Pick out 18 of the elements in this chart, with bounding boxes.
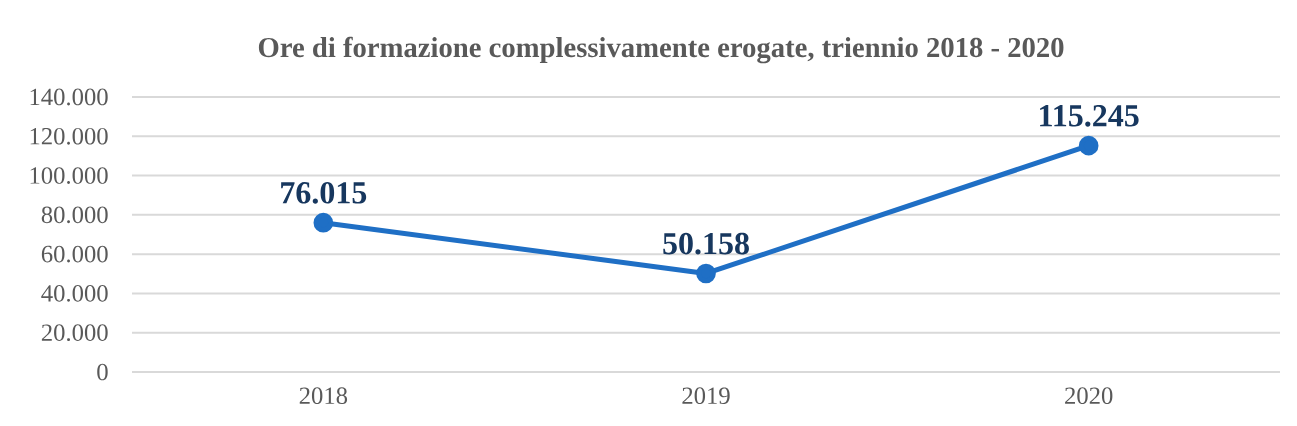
- data-label: 115.245: [1040, 105, 1139, 127]
- y-tick-label: 100.000: [30, 167, 108, 184]
- y-tick-label: 140.000: [30, 88, 108, 106]
- x-tick-label: 2019: [682, 387, 730, 405]
- y-tick-label: 120.000: [30, 127, 108, 145]
- y-tick-label: 0: [97, 363, 108, 381]
- point: [696, 263, 716, 284]
- y-tick-label: 80.000: [41, 206, 108, 224]
- y-tick-label: 60.000: [41, 245, 108, 263]
- x-tick-label: 2020: [1065, 387, 1113, 405]
- y-tick-label: 20.000: [41, 324, 108, 342]
- point: [1078, 135, 1099, 156]
- data-label: 76.015: [281, 182, 367, 204]
- y-tick-label: 40.000: [41, 285, 108, 302]
- chart-title: Ore di formazione complessivamente erogate, triennio 2018 - 2020: [258, 36, 1064, 64]
- x-tick-label: 2018: [299, 387, 348, 405]
- data-label: 50.158: [663, 232, 749, 255]
- point: [313, 212, 334, 233]
